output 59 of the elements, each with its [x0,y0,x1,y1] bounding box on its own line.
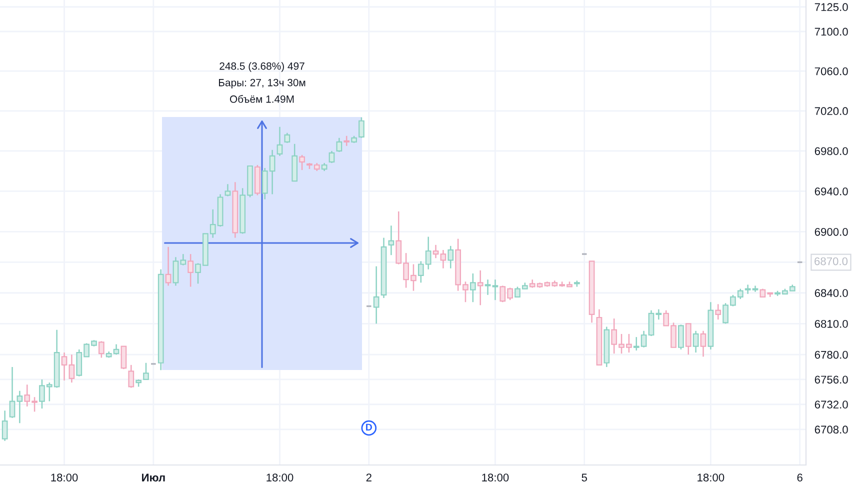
annotation: Объём 1.49M [230,95,294,103]
candlestick [299,154,305,171]
x-tick-label: 18:00 [482,474,509,482]
candlestick [685,323,692,356]
y-tick-label: 6756.0 [814,376,848,384]
y-tick-label: 7125.0 [814,3,848,12]
x-tick-label: 2 [366,474,372,482]
annotation: Бары: 27, 13ч 30м [218,78,306,88]
candlestick [358,116,364,139]
y-tick-label: 6708.0 [814,426,848,434]
y-tick-label: 6810.0 [814,320,848,328]
y-tick-label: 7060.0 [814,67,848,76]
y-tick-label: 7100.0 [814,28,848,36]
candlestick [492,278,498,301]
candlestick [484,278,491,296]
y-tick-label: 6840.0 [814,289,848,298]
y-tick-label: 6732.0 [814,400,848,409]
y-tick-label: 7020.0 [814,107,848,116]
candlestick [188,253,194,288]
annotation: D [366,424,372,431]
y-tick-label: 6780.0 [814,350,848,359]
candlestick [328,150,335,164]
candlestick [120,346,127,370]
candlestick [477,270,484,306]
candlestick [373,266,380,324]
candlestick [143,362,149,380]
text: 6870.0 [814,257,848,266]
candlestick [2,410,8,442]
candlestick [98,340,104,358]
x-tick-label: 5 [582,474,587,482]
candlestick [700,330,706,358]
x-tick-label: 18:00 [51,474,78,482]
candlestick [678,324,684,350]
candlestick [224,184,231,197]
candlestick [692,330,699,354]
y-tick-label: 6940.0 [814,187,848,196]
x-tick-label: 6 [797,474,802,482]
candlestick [344,135,350,147]
candlestick [16,390,23,424]
candlestick [276,126,283,157]
candlestick [9,366,16,419]
candlestick [68,354,75,384]
candlestick [165,246,172,286]
candlestick [336,137,342,153]
x-tick-label: 18:00 [266,474,294,482]
candlestick [61,352,68,382]
candlestick [284,132,290,144]
candlestick [715,304,722,320]
candlestick [440,249,446,269]
candlestick [448,245,454,269]
candlestick [432,244,439,259]
y-tick-label: 6900.0 [814,228,848,236]
candlestick [388,224,394,256]
x-tick-label: 18:00 [698,474,724,482]
y-tick-label: 6980.0 [814,147,848,156]
annotation: 248.5 (3.68%) 497 [220,62,304,72]
x-tick-label: Июл [142,474,165,482]
candlestick [128,364,134,388]
candlestick [470,272,476,303]
